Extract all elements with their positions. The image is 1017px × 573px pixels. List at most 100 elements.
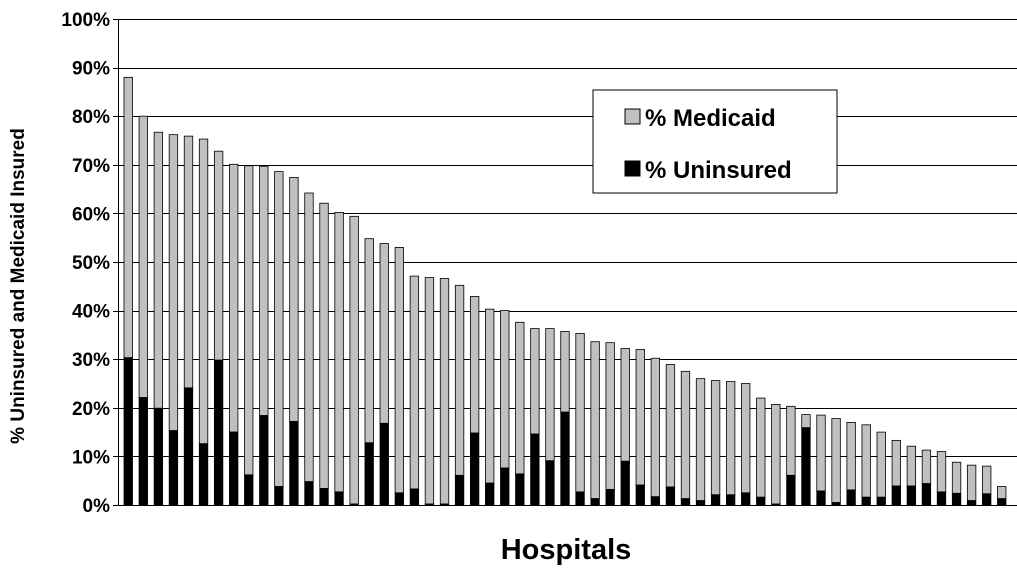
bar-medicaid-6: [198, 138, 209, 445]
bar-uninsured-19: [394, 492, 404, 506]
y-tick-label: 40%: [72, 302, 110, 323]
bar-medicaid-37: [665, 364, 676, 488]
bar-medicaid-17: [364, 238, 374, 444]
bar-uninsured-27: [515, 473, 525, 506]
y-tick-label: 80%: [72, 107, 110, 128]
bar-uninsured-25: [485, 482, 495, 506]
bar-uninsured-7: [213, 359, 224, 506]
bar-medicaid-44: [771, 403, 781, 505]
bar-medicaid-45: [786, 405, 796, 476]
bar-medicaid-59: [997, 486, 1007, 500]
bar-uninsured-55: [936, 491, 947, 506]
y-tick-label: 60%: [72, 204, 110, 225]
bar-medicaid-4: [168, 134, 179, 432]
bar-medicaid-1: [123, 76, 133, 359]
bar-uninsured-12: [289, 421, 299, 506]
bar-uninsured-47: [816, 490, 826, 506]
bar-medicaid-27: [515, 321, 525, 475]
axes: [118, 19, 1017, 506]
bar-medicaid-22: [439, 278, 450, 505]
legend-label-medicaid: % Medicaid: [645, 105, 776, 132]
bar-medicaid-11: [274, 171, 284, 487]
bar-uninsured-8: [229, 431, 239, 506]
bar-medicaid-56: [951, 461, 962, 494]
bar-medicaid-58: [982, 465, 992, 495]
bar-uninsured-39: [695, 500, 706, 506]
bar-medicaid-42: [741, 383, 751, 494]
bar-uninsured-23: [454, 474, 465, 506]
bar-medicaid-50: [861, 424, 871, 498]
bar-uninsured-2: [138, 397, 148, 506]
legend: % Medicaid % Uninsured: [592, 89, 838, 194]
bar-uninsured-3: [153, 407, 164, 506]
bar-uninsured-1: [123, 357, 133, 506]
bar-uninsured-21: [424, 503, 435, 506]
bar-uninsured-16: [349, 503, 359, 506]
bar-uninsured-50: [861, 496, 871, 506]
bar-medicaid-51: [876, 431, 886, 498]
bar-medicaid-13: [304, 192, 314, 483]
bar-uninsured-57: [966, 500, 977, 506]
bar-medicaid-55: [936, 451, 947, 493]
bar-uninsured-29: [545, 460, 555, 506]
bar-medicaid-7: [213, 150, 224, 361]
bar-uninsured-43: [756, 496, 766, 506]
bar-medicaid-32: [590, 341, 600, 500]
bar-medicaid-8: [229, 163, 239, 433]
bar-medicaid-38: [680, 370, 691, 500]
bar-medicaid-40: [710, 380, 721, 496]
bar-medicaid-47: [816, 414, 826, 492]
legend-swatch-medicaid: [624, 108, 641, 125]
bar-medicaid-18: [379, 243, 389, 424]
bar-uninsured-26: [500, 467, 510, 506]
bar-medicaid-31: [575, 333, 585, 493]
legend-swatch-uninsured: [624, 160, 641, 177]
bar-medicaid-20: [409, 275, 420, 490]
bar-medicaid-9: [244, 165, 254, 476]
bar-uninsured-13: [304, 481, 314, 506]
bar-uninsured-56: [951, 492, 962, 506]
bar-uninsured-11: [274, 486, 284, 506]
bar-medicaid-23: [454, 284, 465, 476]
bar-uninsured-9: [244, 474, 254, 506]
bar-medicaid-19: [394, 247, 404, 494]
bar-uninsured-28: [530, 433, 540, 506]
bar-uninsured-41: [726, 494, 736, 506]
bar-uninsured-30: [560, 411, 570, 506]
bar-medicaid-35: [635, 349, 645, 486]
y-tick-label: 10%: [72, 447, 110, 468]
bar-medicaid-33: [605, 342, 615, 490]
bar-uninsured-31: [575, 491, 585, 506]
bar-medicaid-53: [906, 445, 917, 487]
bar-medicaid-57: [966, 464, 977, 502]
bar-uninsured-53: [906, 485, 917, 506]
bar-medicaid-54: [921, 449, 932, 485]
bar-uninsured-10: [259, 415, 269, 506]
bar-uninsured-48: [831, 502, 841, 506]
y-tick-label: 100%: [61, 10, 110, 31]
bar-uninsured-4: [168, 430, 179, 506]
bar-medicaid-14: [319, 202, 329, 489]
bar-medicaid-29: [545, 328, 555, 462]
bar-medicaid-48: [831, 418, 841, 503]
y-tick-label: 50%: [72, 253, 110, 274]
bar-uninsured-37: [665, 486, 676, 506]
bar-uninsured-54: [921, 483, 932, 506]
bar-uninsured-34: [620, 460, 630, 506]
bar-uninsured-40: [710, 494, 721, 506]
bar-uninsured-24: [469, 432, 480, 506]
bar-uninsured-14: [319, 488, 329, 506]
bar-uninsured-15: [334, 491, 344, 506]
y-tick-label: 20%: [72, 399, 110, 420]
bar-uninsured-45: [786, 474, 796, 506]
bar-uninsured-36: [650, 496, 660, 506]
bar-medicaid-36: [650, 357, 660, 498]
bar-uninsured-17: [364, 442, 374, 506]
bar-uninsured-38: [680, 498, 691, 506]
bar-medicaid-39: [695, 378, 706, 502]
bar-uninsured-46: [801, 427, 811, 506]
y-axis-title: % Uninsured and Medicaid Insured: [8, 128, 29, 444]
bar-uninsured-51: [876, 496, 886, 506]
y-tick-label: 0%: [83, 496, 111, 517]
